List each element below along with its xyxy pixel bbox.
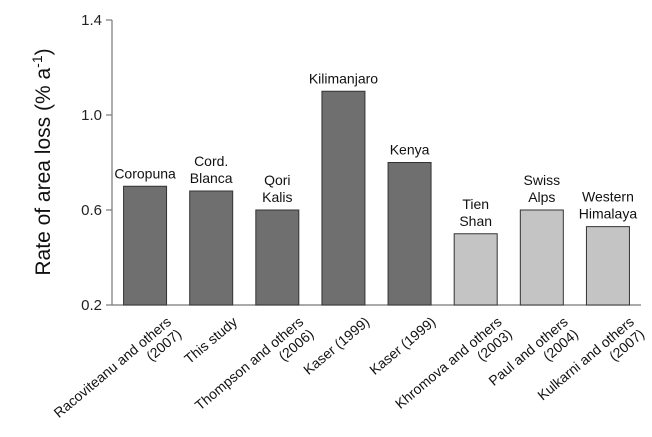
y-tick-label: 0.2 <box>81 297 102 314</box>
bar-data-label: Western <box>582 189 634 205</box>
bar-data-label: Kenya <box>390 142 430 158</box>
bar-data-label: Cord. <box>194 153 228 169</box>
y-tick-label: 0.6 <box>81 202 102 219</box>
bar <box>321 90 366 306</box>
x-labels-group: Racoviteanu and others(2007)This studyTh… <box>50 313 647 420</box>
bar-data-label: Swiss <box>524 172 561 188</box>
x-category-label: Kaser (1999) <box>300 313 372 377</box>
y-axis-label: Rate of area loss (% a-1) <box>29 48 55 275</box>
bar-data-label: Alps <box>528 189 555 205</box>
y-axis-label-close: ) <box>32 48 55 55</box>
x-category-label: Racoviteanu and others(2007) <box>50 313 184 420</box>
y-tick-label: 1.4 <box>81 12 102 29</box>
bar <box>123 185 168 306</box>
y-axis-label-main: Rate of area loss (% a <box>32 68 55 276</box>
bar-data-label: Himalaya <box>579 206 638 222</box>
x-tick-label: Khromova and others <box>392 313 505 411</box>
bar <box>189 190 234 306</box>
x-tick-label: Kaser (1999) <box>366 313 438 377</box>
x-category-label: This study <box>181 313 240 366</box>
x-tick-label: Kaser (1999) <box>300 313 372 377</box>
bar <box>585 226 630 306</box>
bar <box>453 233 498 306</box>
bar-data-label: Kilimanjaro <box>309 70 378 86</box>
y-axis-label-superscript: -1 <box>29 55 45 68</box>
bar-data-label: Shan <box>459 213 492 229</box>
bar <box>387 162 432 306</box>
x-tick-label: Racoviteanu and others <box>50 313 174 420</box>
bar-data-label: Coropuna <box>114 165 176 181</box>
bars-group <box>123 90 630 306</box>
bar <box>255 209 300 306</box>
y-tick-label: 1.0 <box>81 107 102 124</box>
bar-data-label: Tien <box>462 196 489 212</box>
x-tick-label: This study <box>181 313 240 366</box>
bar-data-label: Blanca <box>190 170 233 186</box>
bar-data-label: Qori <box>264 172 290 188</box>
x-tick-label: Thompson and others <box>192 313 307 413</box>
bar <box>519 209 564 306</box>
x-category-label: Kaser (1999) <box>366 313 438 377</box>
bar-data-label: Kalis <box>262 189 292 205</box>
